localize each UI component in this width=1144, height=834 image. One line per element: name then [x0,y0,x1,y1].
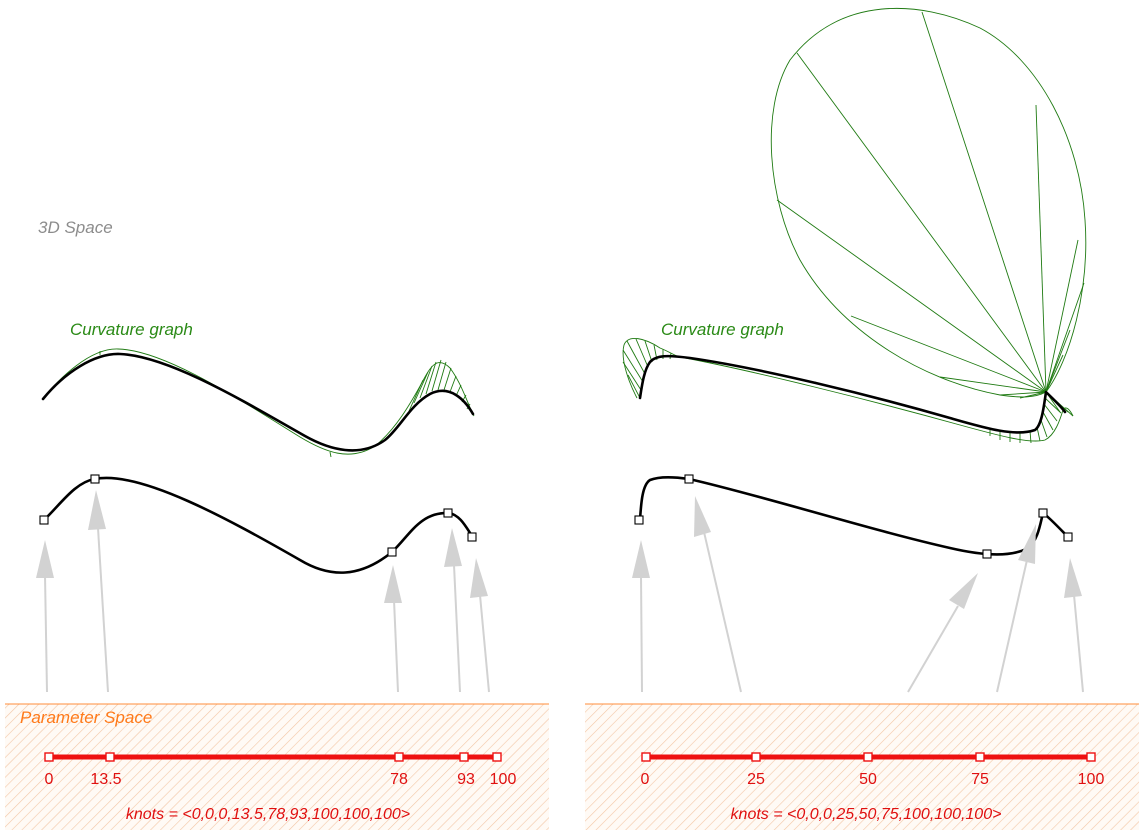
right-control-point-5[interactable] [1064,533,1072,541]
left-curvature-graph [43,349,474,457]
left-knot-93[interactable] [460,753,468,761]
left-control-point-5[interactable] [468,533,476,541]
right-curvature-hook [623,338,680,398]
left-tick-label: 93 [457,771,475,788]
label-curvature-graph-left: Curvature graph [70,320,193,339]
left-curve-3d [43,354,473,450]
right-curvature-graph [623,8,1086,443]
right-curvature-loop [771,8,1086,397]
right-knot-75[interactable] [976,753,984,761]
left-tick-label: 100 [490,771,517,788]
right-control-point-1[interactable] [635,516,643,524]
left-knot-100[interactable] [493,753,501,761]
right-knot-50[interactable] [864,753,872,761]
right-knots-label: knots = <0,0,0,25,50,75,100,100,100> [731,806,1002,823]
right-knot-25[interactable] [752,753,760,761]
left-tick-label: 13.5 [90,771,121,788]
right-knot-100[interactable] [1087,753,1095,761]
right-knot-0[interactable] [642,753,650,761]
left-knots-label: knots = <0,0,0,13.5,78,93,100,100,100> [126,806,410,823]
right-control-point-2[interactable] [685,475,693,483]
left-curvature-envelope [43,349,474,454]
left-tick-label: 78 [390,771,408,788]
label-parameter-space: Parameter Space [20,708,152,727]
right-curve-3d [640,356,1065,432]
label-curvature-graph-right: Curvature graph [661,320,784,339]
left-curvature-comb-teeth [100,351,470,457]
right-control-point-3[interactable] [983,550,991,558]
left-control-point-3[interactable] [388,548,396,556]
left-knot-13.5[interactable] [106,753,114,761]
right-tick-label: 75 [971,771,989,788]
left-control-point-1[interactable] [40,516,48,524]
right-tick-label: 0 [641,771,650,788]
left-control-point-4[interactable] [444,509,452,517]
right-curvature-comb-rays [777,12,1084,416]
left-knot-0[interactable] [45,753,53,761]
left-control-point-2[interactable] [91,475,99,483]
left-knot-78[interactable] [395,753,403,761]
label-3d-space: 3D Space [38,218,113,237]
left-control-curve [40,475,476,573]
right-tick-label: 100 [1078,771,1105,788]
left-tick-label: 0 [45,771,54,788]
right-tick-label: 25 [747,771,765,788]
right-tick-label: 50 [859,771,877,788]
left-curve-control [44,478,472,573]
right-curve-control [640,477,1068,554]
right-control-point-4[interactable] [1039,509,1047,517]
